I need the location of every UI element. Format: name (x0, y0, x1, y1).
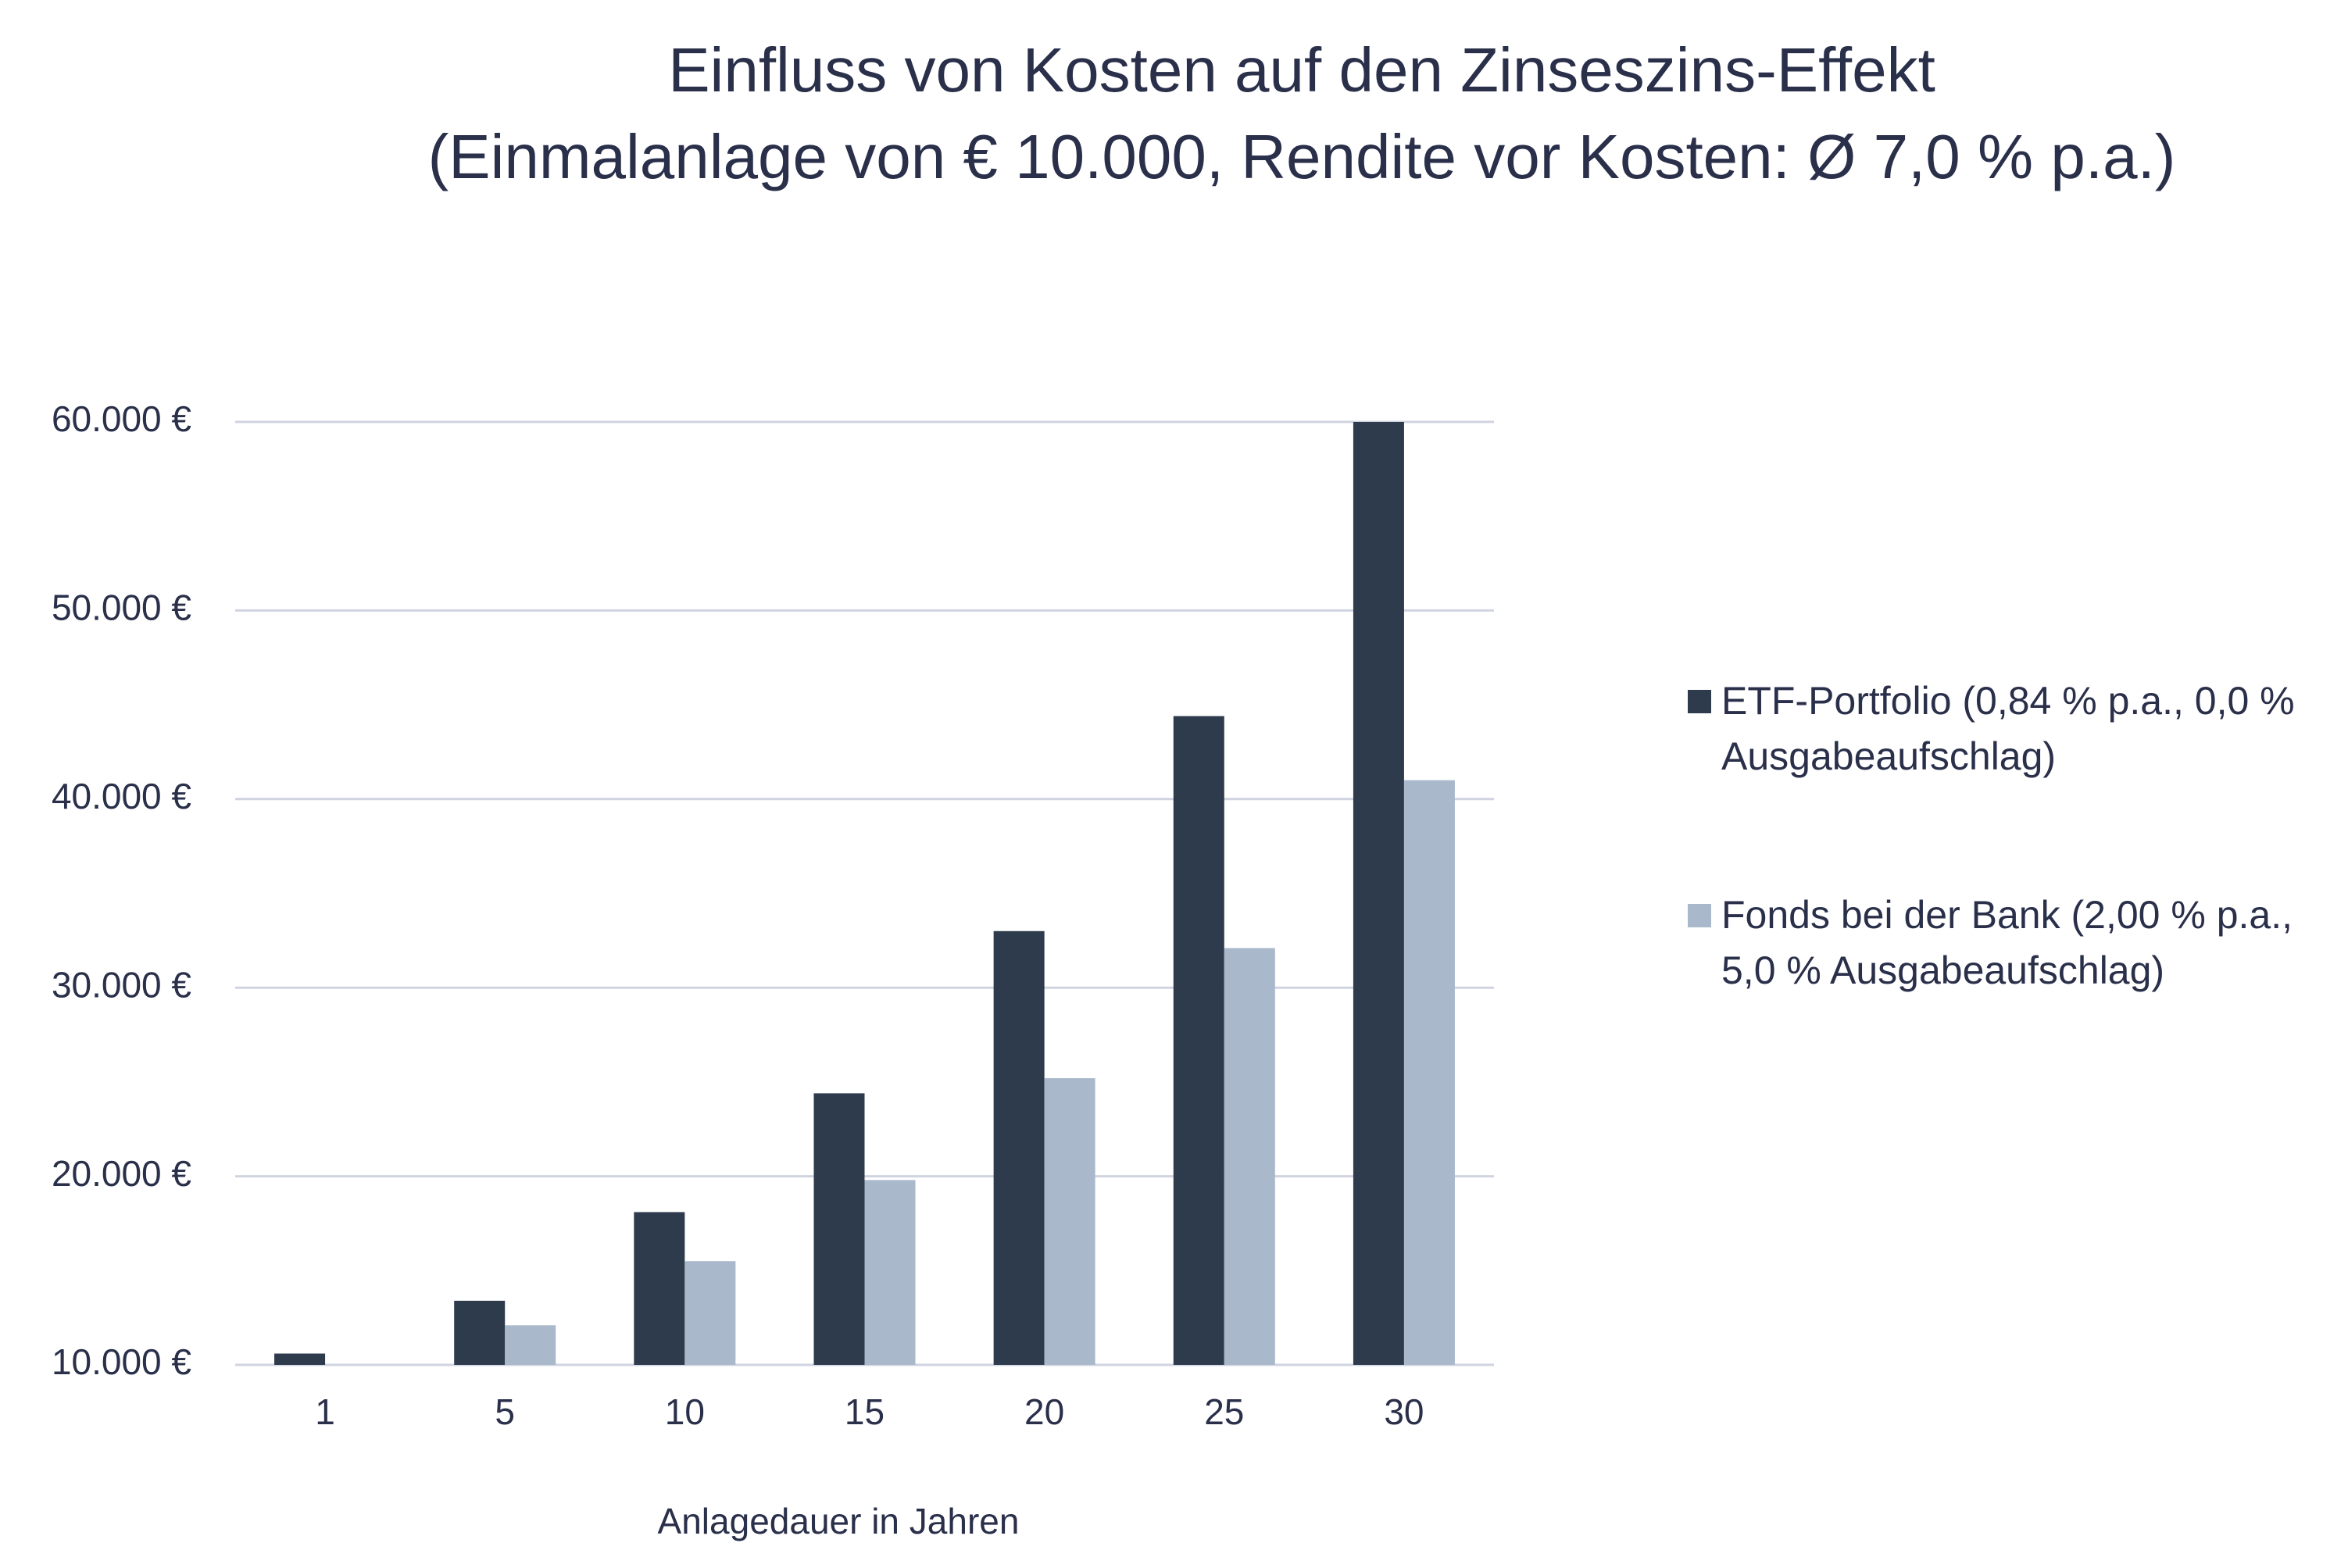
chart-title: Einfluss von Kosten auf den Zinseszins-E… (668, 35, 1935, 105)
y-tick-label: 20.000 € (52, 1153, 191, 1194)
bar (1044, 1078, 1095, 1365)
legend-swatch (1688, 904, 1711, 927)
bar (684, 1261, 736, 1365)
x-tick-label: 10 (665, 1391, 705, 1432)
x-tick-label: 25 (1204, 1391, 1244, 1432)
bar (993, 930, 1045, 1365)
legend-swatch (1688, 690, 1711, 713)
x-tick-label: 1 (315, 1391, 335, 1432)
y-tick-label: 60.000 € (52, 398, 191, 439)
x-tick-label: 30 (1384, 1391, 1424, 1432)
bar (1353, 422, 1404, 1365)
x-axis-label: Anlagedauer in Jahren (658, 1501, 1020, 1541)
bar (274, 1353, 326, 1365)
bar (813, 1093, 865, 1365)
bar (1173, 716, 1224, 1365)
y-tick-label: 40.000 € (52, 776, 191, 816)
bar (864, 1180, 916, 1365)
x-tick-label: 20 (1024, 1391, 1064, 1432)
x-tick-label: 15 (845, 1391, 885, 1432)
legend-label: Fonds bei der Bank (2,00 % p.a., 5,0 % A… (1721, 893, 2293, 992)
bar (1403, 780, 1455, 1365)
y-tick-label: 10.000 € (52, 1341, 191, 1382)
y-tick-label: 50.000 € (52, 588, 191, 628)
bar (634, 1212, 685, 1365)
chart-subtitle: (Einmalanlage von € 10.000, Rendite vor … (428, 122, 2176, 191)
bar (505, 1325, 556, 1365)
y-tick-label: 30.000 € (52, 964, 191, 1005)
bar (454, 1300, 506, 1365)
bar (1224, 948, 1275, 1365)
legend-label: ETF-Portfolio (0,84 % p.a., 0,0 % Ausgab… (1721, 679, 2295, 778)
x-tick-label: 5 (495, 1391, 515, 1432)
